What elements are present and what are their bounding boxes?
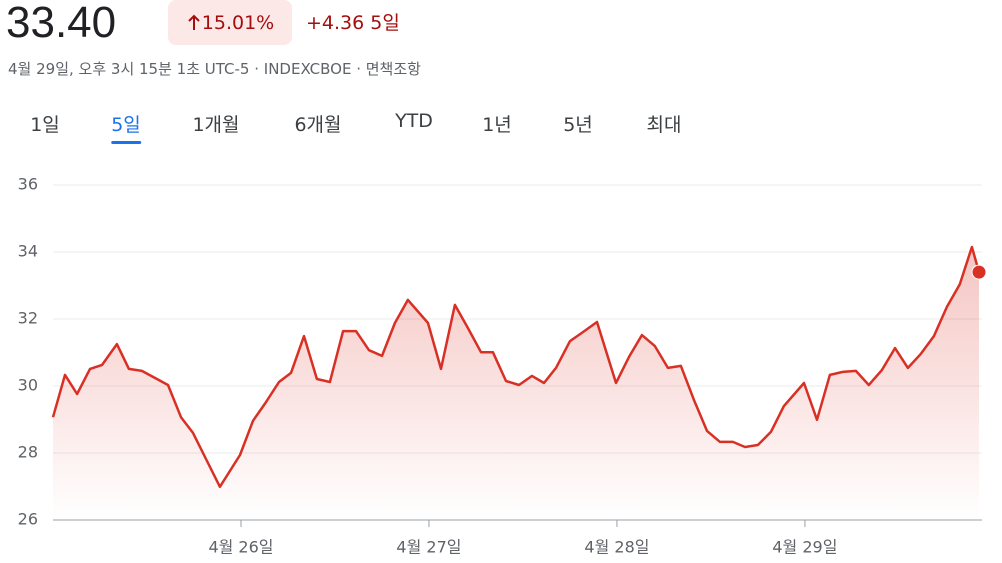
price-line	[51, 245, 981, 489]
range-tab[interactable]: 6개월	[294, 110, 341, 137]
change-percent: 15.01%	[201, 11, 275, 34]
change-badge: 15.01%	[168, 0, 292, 45]
range-tab[interactable]: 1일	[30, 110, 60, 137]
range-tab[interactable]: 5년	[563, 110, 593, 137]
tab-label: 1일	[30, 114, 60, 136]
y-tick-label: 34	[18, 242, 38, 261]
area-fill	[53, 247, 979, 520]
range-tab[interactable]: YTD	[395, 110, 433, 132]
range-tabs: 1일 5일 1개월 6개월 YTD 1년 5년 최대	[0, 110, 760, 144]
tab-label: YTD	[395, 110, 433, 132]
range-tab[interactable]: 최대	[647, 110, 682, 137]
tab-label: 5년	[563, 114, 593, 136]
x-tick-label: 4월 27일	[396, 538, 461, 557]
y-tick-label: 26	[18, 510, 38, 529]
tab-underline	[111, 141, 141, 144]
x-tick-label: 4월 28일	[584, 538, 649, 557]
change-period: 5일	[370, 12, 400, 34]
x-tick-label: 4월 29일	[772, 538, 837, 557]
range-tab[interactable]: 1개월	[192, 110, 239, 137]
tab-label: 1개월	[192, 114, 240, 136]
arrow-up-icon	[188, 14, 200, 30]
change-amount: +4.36	[306, 12, 365, 34]
tab-label: 6개월	[294, 114, 342, 136]
tab-label: 최대	[646, 114, 682, 136]
y-tick-label: 36	[18, 175, 38, 194]
price: 33.40	[6, 0, 117, 47]
tab-label: 1년	[482, 114, 512, 136]
change-row: +4.36 5일	[306, 8, 400, 35]
range-tab[interactable]: 1년	[482, 110, 512, 137]
y-tick-label: 30	[18, 376, 38, 395]
y-tick-label: 28	[18, 443, 38, 462]
last-point	[971, 264, 987, 280]
tab-label: 5일	[111, 114, 141, 136]
x-tick-label: 4월 26일	[208, 538, 273, 557]
range-tab[interactable]: 5일	[111, 110, 141, 144]
y-tick-label: 32	[18, 309, 38, 328]
subtitle: 4월 29일, 오후 3시 15분 1초 UTC-5 · INDEXCBOE ·…	[8, 60, 421, 78]
